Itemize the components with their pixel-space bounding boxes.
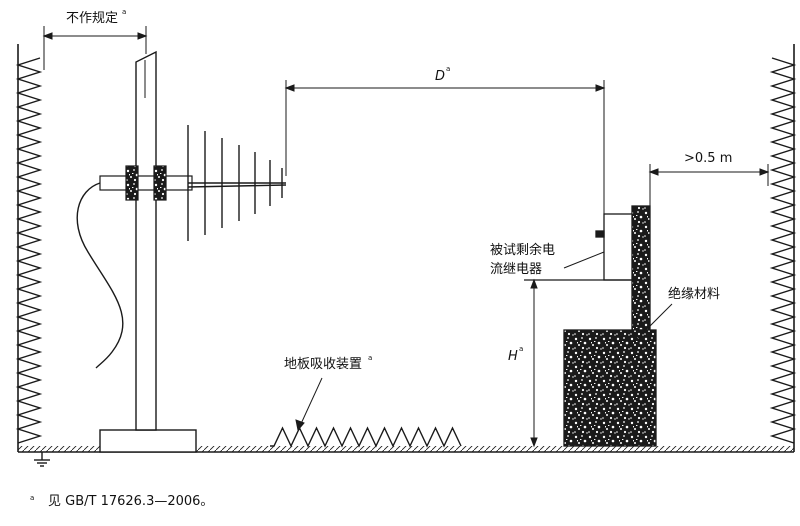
unspecified-sup: a [122, 8, 126, 16]
insulating-leader [633, 303, 673, 343]
log-periodic-antenna [187, 125, 287, 241]
unspecified-label: 不作规定 [66, 11, 118, 26]
antenna-elements [187, 125, 283, 241]
device-under-test [524, 205, 651, 331]
floor-absorber-sup: a [368, 354, 372, 362]
chamber [17, 44, 795, 453]
clearance-dimension [648, 164, 770, 214]
device-button [595, 230, 605, 238]
floor-hatch-band [18, 446, 794, 452]
floor-absorber-label: 地板吸收装置 [284, 357, 362, 372]
unspecified-dimension [42, 26, 148, 70]
footnote-marker: a [30, 494, 34, 502]
mast-pole [135, 50, 157, 431]
mast-base [99, 429, 197, 453]
device-label-line2: 流继电器 [490, 262, 542, 277]
device-label-line1: 被试剩余电 [490, 242, 555, 258]
clearance-label: >0.5 m [684, 151, 732, 166]
insulating-label: 绝缘材料 [668, 286, 720, 302]
floor-absorber [270, 426, 462, 448]
antenna-cable [76, 182, 124, 369]
left-wall-absorber [15, 57, 43, 444]
floor-absorber-leader [295, 377, 323, 432]
height-sup: a [519, 345, 523, 353]
height-dimension [530, 278, 538, 448]
distance-sup: a [446, 65, 450, 73]
insulating-block [563, 329, 657, 447]
antenna-mast [99, 50, 197, 453]
ground-symbol [34, 452, 50, 467]
footnote-text: 见 GB/T 17626.3—2006。 [48, 494, 213, 509]
insulating-post [631, 205, 651, 331]
right-wall-absorber [769, 57, 797, 444]
antenna-boom-lower [187, 184, 287, 188]
device-leader [563, 251, 605, 269]
height-label: H [508, 349, 518, 364]
distance-dimension [284, 80, 606, 214]
distance-label: D [435, 69, 445, 84]
